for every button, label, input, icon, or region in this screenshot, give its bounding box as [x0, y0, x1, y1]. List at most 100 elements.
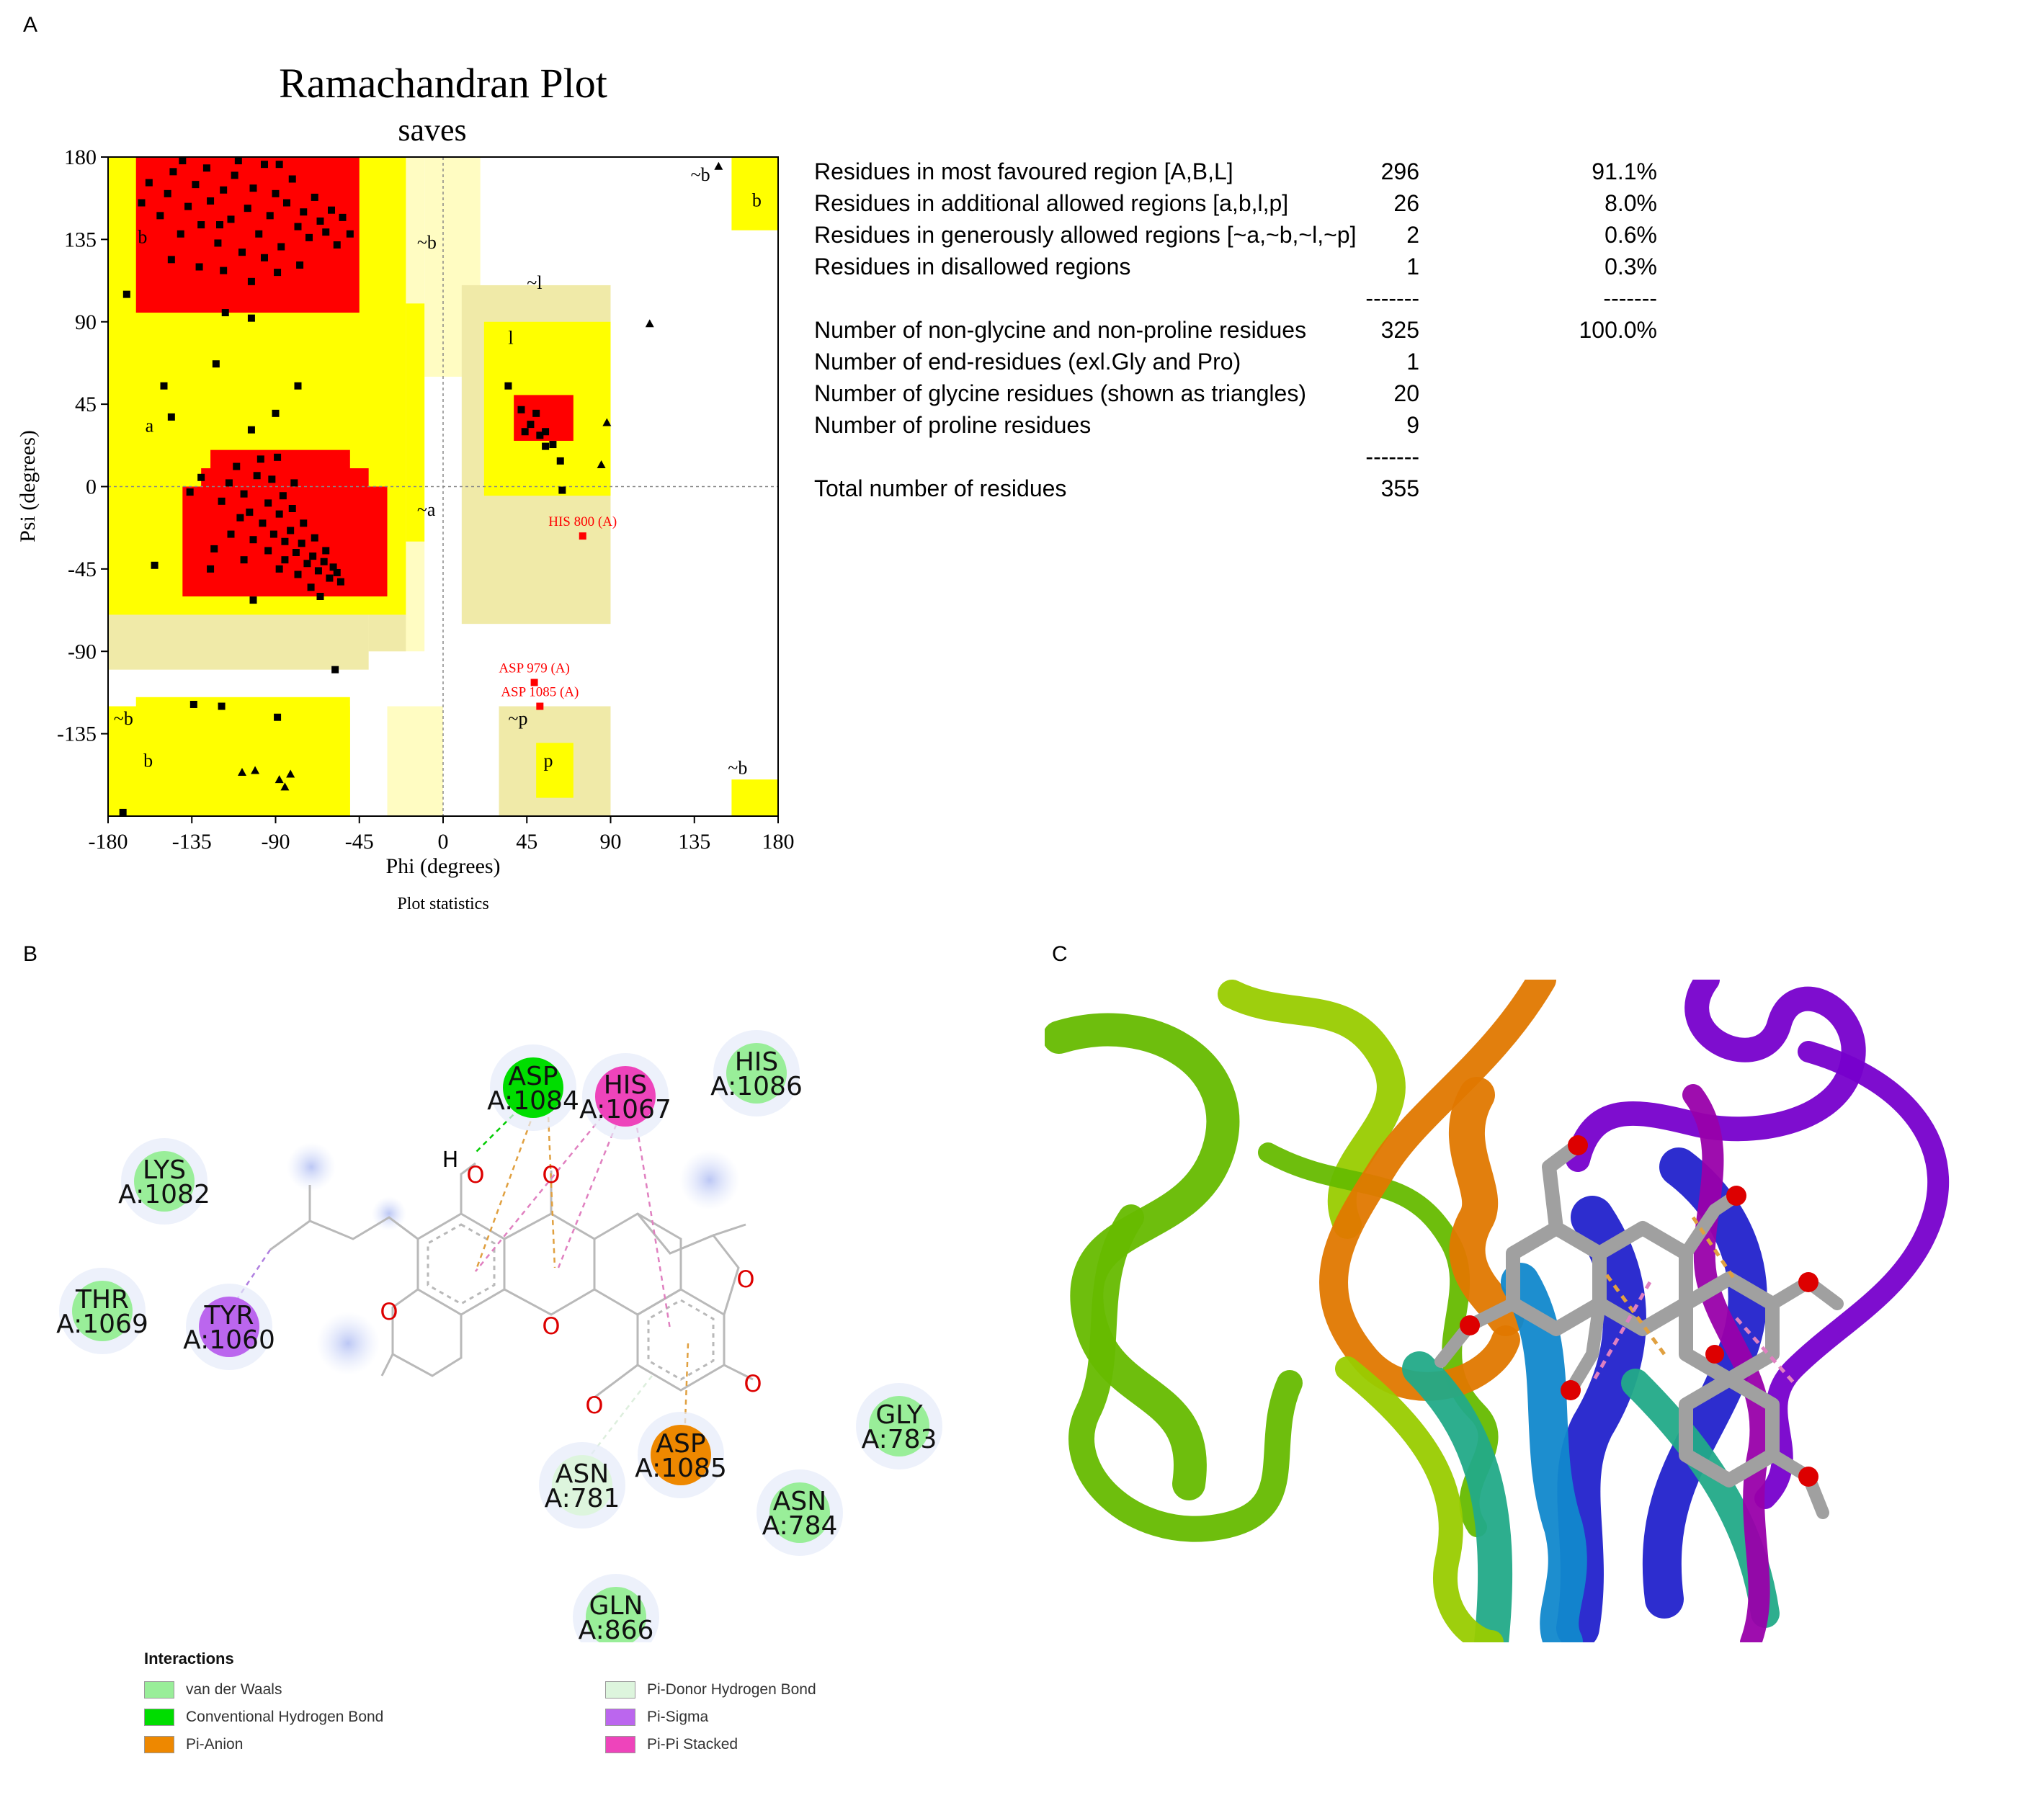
statistics-row: Residues in generously allowed regions [… — [814, 222, 1722, 254]
residue-point — [202, 164, 210, 172]
residue-point — [256, 455, 264, 463]
residue-point — [220, 186, 228, 194]
residue-point — [177, 230, 184, 238]
residue-point — [316, 217, 324, 225]
residue-point — [264, 499, 272, 507]
plot-caption: Plot statistics — [397, 895, 488, 913]
residue-point — [274, 713, 282, 721]
chart-title: Ramachandran Plot — [279, 60, 607, 107]
x-tick-label: 0 — [438, 830, 449, 854]
residue-point — [218, 497, 226, 505]
residue-point — [272, 189, 280, 197]
residue-point — [214, 239, 222, 247]
residue-point — [275, 161, 283, 169]
glycine-point — [714, 161, 723, 170]
residue-point — [247, 277, 255, 285]
x-axis-label: Phi (degrees) — [385, 854, 500, 878]
residue-point — [236, 514, 244, 522]
residue-point — [186, 488, 194, 496]
residue-point — [326, 574, 334, 582]
legend-swatch — [605, 1736, 635, 1753]
statistics-row: Number of glycine residues (shown as tri… — [814, 380, 1722, 412]
glycine-point — [275, 775, 284, 784]
region-label: ~a — [417, 499, 436, 520]
residue-point — [328, 206, 335, 214]
panel-label-c: C — [1052, 942, 1068, 966]
glycine-point — [645, 319, 654, 328]
residue-name: ASN — [555, 1459, 609, 1489]
residue-point — [259, 519, 267, 527]
region-label: ~b — [691, 164, 710, 185]
legend-items: van der Waals Pi-Donor Hydrogen Bond Conve… — [144, 1681, 893, 1753]
residue-point — [253, 472, 261, 480]
residue-point — [542, 428, 550, 436]
residue-point — [164, 189, 171, 197]
residue-point — [207, 197, 215, 205]
y-tick-label: -135 — [57, 722, 97, 746]
residue-point — [269, 530, 277, 538]
outlier-label: ASP 1085 (A) — [501, 685, 579, 700]
residue-point — [246, 509, 254, 516]
residue-point — [311, 534, 318, 542]
statistics-percent: 8.0% — [1605, 190, 1657, 216]
residue-point — [558, 486, 566, 494]
region-label: b — [138, 226, 147, 247]
statistics-label: Residues in generously allowed regions [… — [814, 222, 1357, 248]
outlier-labels: HIS 800 (A) ASP 979 (A) ASP 1085 (A) — [499, 514, 617, 710]
residue-point — [281, 537, 289, 545]
allowed-region — [731, 779, 778, 816]
oxygen-atom: O — [542, 1312, 560, 1340]
residue-point — [322, 547, 330, 555]
residue-chain: A:1085 — [635, 1454, 727, 1483]
residue-point — [195, 263, 203, 271]
statistics-label: Residues in additional allowed regions [… — [814, 190, 1289, 216]
residue-point — [296, 261, 304, 269]
residue-point — [225, 479, 233, 487]
residue-point — [249, 596, 257, 604]
binding-pose-3d-view — [1045, 980, 1960, 1642]
glycine-point — [280, 782, 290, 791]
statistics-label: Number of non-glycine and non-proline re… — [814, 317, 1307, 343]
residue-chain: A:1067 — [579, 1095, 671, 1124]
residue-point — [294, 570, 302, 578]
residue-point — [189, 700, 197, 708]
residue-point — [138, 199, 146, 207]
statistics-row: ------- ------- — [814, 285, 1722, 317]
statistics-count: 1 — [1406, 254, 1419, 279]
panel-label-b: B — [23, 942, 38, 966]
residue-point — [231, 171, 238, 179]
chart-subtitle: saves — [398, 112, 466, 148]
x-tick-label: 180 — [762, 830, 795, 854]
region-label: b — [752, 190, 762, 211]
statistics-row: ------- — [814, 444, 1722, 475]
residue-point — [281, 556, 289, 564]
residue-point — [268, 475, 276, 483]
hydrogen-atom: H — [442, 1147, 459, 1173]
residue-point — [294, 223, 302, 231]
residue-point — [300, 208, 308, 216]
x-tick-label: -45 — [345, 830, 374, 854]
residue-point — [119, 808, 127, 816]
y-tick-label: 90 — [75, 310, 97, 334]
residue-point — [283, 199, 290, 207]
residue-name: LYS — [143, 1155, 186, 1185]
glycine-point — [597, 460, 606, 468]
region-label: b — [143, 750, 153, 771]
residue-chain: A:781 — [545, 1484, 620, 1513]
statistics-label: Number of glycine residues (shown as tri… — [814, 380, 1306, 406]
residue-point — [244, 205, 251, 212]
residue-point — [218, 702, 226, 710]
ligand-skeleton — [269, 1162, 754, 1399]
legend-label: Pi-Donor Hydrogen Bond — [647, 1681, 816, 1698]
y-axis-label: Psi (degrees) — [16, 430, 40, 542]
residue-point — [212, 360, 220, 368]
outer-region — [387, 706, 443, 816]
statistics-count: 20 — [1393, 380, 1419, 406]
residue-point — [261, 161, 268, 169]
residue-point — [279, 492, 287, 500]
y-tick-label: 135 — [64, 228, 97, 251]
residue-point — [333, 241, 341, 249]
statistics-row: Residues in most favoured region [A,B,L]… — [814, 158, 1722, 190]
